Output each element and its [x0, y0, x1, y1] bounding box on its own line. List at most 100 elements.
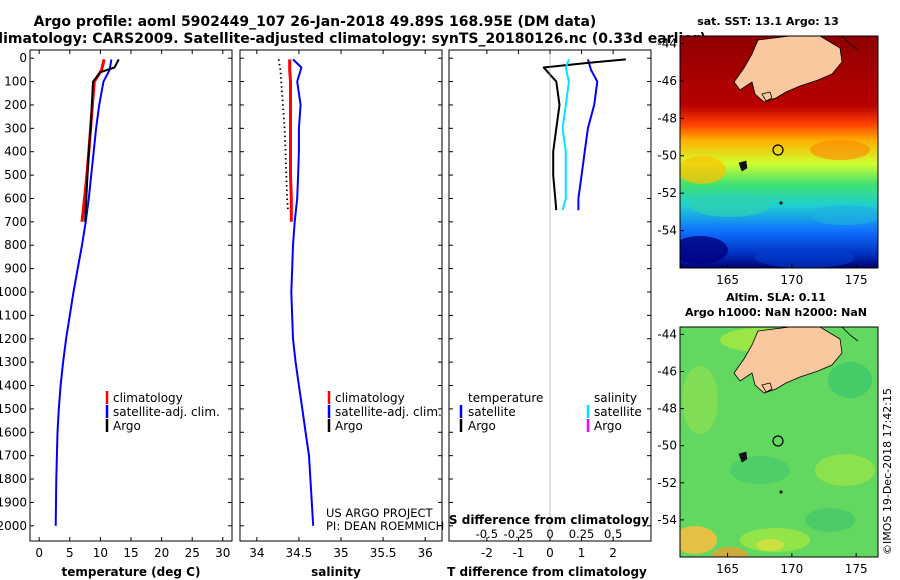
- depth-tick-label: 200: [4, 98, 27, 112]
- sla-map-title: Altim. SLA: 0.11: [726, 291, 826, 304]
- lon-tick-label: 175: [845, 562, 868, 576]
- sla-map-panel: Altim. SLA: 0.11 Argo h1000: NaN h2000: …: [657, 291, 879, 576]
- depth-tick-label: 0: [19, 51, 27, 65]
- depth-tick-label: 100: [4, 75, 27, 89]
- x-tick-label: 15: [123, 546, 138, 560]
- new-zealand-land: [733, 36, 843, 103]
- x-tick-label: 10: [93, 546, 108, 560]
- sst-cool-patch: [810, 205, 878, 225]
- sla-map-subtitle: Argo h1000: NaN h2000: NaN: [685, 306, 867, 319]
- temperature-xlabel: temperature (deg C): [62, 565, 201, 579]
- legend-label-salinity-satellite: satellite: [594, 405, 642, 419]
- lon-tick-label: 175: [845, 273, 868, 287]
- x-tick-label: 0: [546, 546, 554, 560]
- figure-title-line1: Argo profile: aoml 5902449_107 26-Jan-20…: [34, 14, 597, 30]
- series-line-satellite-adj-clim-: [54, 59, 113, 526]
- depth-tick-label: 300: [4, 121, 27, 135]
- salinity-x-axis: 34 34.5 35 35.5 36: [249, 50, 433, 560]
- x-tick-label: 5: [66, 546, 74, 560]
- depth-tick-label: 1400: [0, 379, 27, 393]
- x-tick-label: -2: [481, 546, 493, 560]
- salinity-difference-tick-label: 0.25: [569, 527, 595, 541]
- project-credit-line1: US ARGO PROJECT: [326, 506, 434, 520]
- x-tick-label: -1: [512, 546, 524, 560]
- sla-map-lat-axis: -44 -46 -48 -50 -52 -54: [657, 327, 684, 527]
- series-line-satellite-adj-clim-: [290, 58, 315, 526]
- sla-map-field: [680, 327, 878, 557]
- depth-tick-label: 500: [4, 168, 27, 182]
- auckland-islands: [738, 451, 748, 463]
- depth-tick-label: 1300: [0, 355, 27, 369]
- lat-tick-label: -50: [657, 149, 677, 163]
- lat-tick-label: -54: [657, 513, 677, 527]
- depth-tick-label: 1500: [0, 402, 27, 416]
- legend-label-climatology: climatology: [113, 391, 183, 405]
- salinity-legend: climatology satellite-adj. clim. Argo: [327, 391, 442, 433]
- sla-high-patch: [815, 454, 875, 486]
- lon-tick-label: 165: [716, 562, 739, 576]
- series-line-salinity-satellite: [561, 59, 570, 211]
- sla-peak-patch: [680, 526, 717, 554]
- auckland-islands: [738, 160, 748, 172]
- difference-panel: -2 -1 0 1 2 -0.5 -0.25 0 0.25 0.5 S difference f…: [447, 49, 652, 579]
- legend-label-argo: Argo: [335, 419, 363, 433]
- sst-cold-patch: [755, 248, 855, 268]
- depth-tick-label: 800: [4, 238, 27, 252]
- temperature-x-axis: 0 5 10 15 20 25 30: [35, 50, 230, 560]
- legend-label-temperature-argo: Argo: [468, 419, 496, 433]
- sst-map-panel: sat. SST: 13.1 Argo: 13 -44-46-48-50-52-…: [657, 15, 879, 287]
- lat-tick-label: -54: [657, 224, 677, 238]
- project-credit-line2: PI: DEAN ROEMMICH: [326, 519, 444, 533]
- argo-location-marker: [772, 435, 784, 447]
- stewart-island: [761, 91, 773, 102]
- lat-tick-label: -48: [657, 111, 677, 125]
- figure-title-line2: Climatology: CARS2009. Satellite-adjuste…: [0, 31, 706, 47]
- stewart-island: [761, 382, 773, 393]
- x-tick-label: 30: [215, 546, 230, 560]
- salinity-panel: 34 34.5 35 35.5 36 salinity climatology sate…: [239, 49, 444, 579]
- depth-axis: 0 100 200 300 400 500 600 700 800 900 1000 1100 1200…: [0, 51, 651, 533]
- difference-xlabel: T difference from climatology: [447, 565, 647, 579]
- legend-label-satellite: satellite-adj. clim.: [335, 405, 442, 419]
- sla-low-patch: [805, 508, 855, 532]
- x-tick-label: 1: [578, 546, 586, 560]
- sla-peak-patch: [756, 539, 784, 551]
- campbell-island: [779, 201, 783, 205]
- coastline-north: [841, 327, 859, 342]
- sla-peak-patch: [712, 547, 748, 557]
- imos-timestamp: ©IMOS 19-Dec-2018 17:42:15: [881, 388, 894, 555]
- depth-tick-label: 1800: [0, 472, 27, 486]
- x-tick-label: 25: [185, 546, 200, 560]
- temperature-plot-area: [54, 58, 120, 526]
- new-zealand-land: [733, 327, 843, 394]
- depth-tick-label: 900: [4, 262, 27, 276]
- lat-tick-label: -52: [657, 186, 677, 200]
- lat-tick-label: -48: [657, 402, 677, 416]
- sla-map-lon-axis: 165 170 175: [716, 553, 868, 576]
- series-line-climatology: [288, 59, 293, 222]
- series-line-temperature-satellite: [577, 59, 599, 211]
- lon-tick-label: 170: [780, 273, 803, 287]
- lat-tick-label: -50: [657, 439, 677, 453]
- depth-tick-label: 2000: [0, 519, 27, 533]
- x-tick-label: 34.5: [286, 546, 313, 560]
- legend-label-temperature-satellite: satellite: [468, 405, 516, 419]
- depth-tick-label: 1600: [0, 425, 27, 439]
- salinity-axes-box: [239, 49, 443, 542]
- salinity-difference-axis: -0.5 -0.25 0 0.25 0.5: [476, 527, 623, 541]
- sla-map-frame: [679, 326, 879, 558]
- legend-title-salinity: salinity: [594, 391, 637, 405]
- legend-label-satellite: satellite-adj. clim.: [113, 405, 220, 419]
- salinity-difference-tick-label: 0: [546, 527, 553, 541]
- x-tick-label: 36: [418, 546, 433, 560]
- x-tick-label: 35.5: [370, 546, 397, 560]
- salinity-difference-tick-label: -0.25: [504, 527, 534, 541]
- lon-tick-label: 170: [780, 562, 803, 576]
- depth-tick-label: 600: [4, 191, 27, 205]
- sst-warm-patch: [680, 156, 726, 184]
- x-tick-label: 20: [154, 546, 169, 560]
- salinity-plot-area: [277, 58, 315, 526]
- difference-x-axis: -2 -1 0 1 2: [481, 50, 617, 560]
- depth-tick-label: 1700: [0, 449, 27, 463]
